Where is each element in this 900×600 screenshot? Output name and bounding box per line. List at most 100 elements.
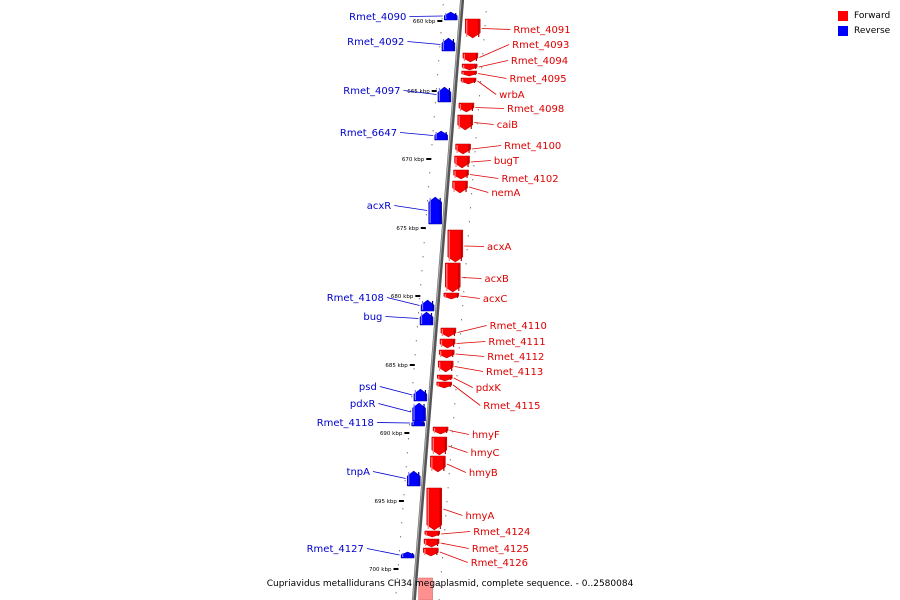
guide-dot: [397, 564, 399, 566]
gene-label-Rmet_4093[interactable]: Rmet_4093: [512, 40, 569, 51]
gene-label-Rmet_4095[interactable]: Rmet_4095: [509, 74, 566, 85]
gene-label-Rmet_4097[interactable]: Rmet_4097: [343, 86, 400, 97]
guide-dot: [446, 501, 448, 503]
gene-Rmet_4113[interactable]: [437, 360, 454, 373]
gene-label-pdxR[interactable]: pdxR: [350, 399, 376, 410]
gene-acxR[interactable]: [428, 196, 442, 225]
gene-label-tnpA[interactable]: tnpA: [347, 467, 371, 478]
guide-dot: [455, 389, 457, 391]
gene-Rmet_4127[interactable]: [400, 551, 415, 559]
guide-dot: [416, 326, 418, 328]
gene-Rmet_4118[interactable]: [411, 419, 425, 427]
gene-Rmet_4126[interactable]: [423, 547, 439, 557]
gene-label-acxB[interactable]: acxB: [484, 274, 509, 285]
gene-label-acxR[interactable]: acxR: [367, 201, 392, 212]
gene-label-hmyC[interactable]: hmyC: [471, 448, 500, 459]
gene-Rmet_4115[interactable]: [436, 381, 452, 389]
gene-bugT[interactable]: [454, 155, 470, 169]
gene-label-hmyA[interactable]: hmyA: [465, 511, 494, 522]
gene-label-nemA[interactable]: nemA: [491, 188, 520, 199]
gene-Rmet_4124[interactable]: [424, 530, 441, 538]
gene-psd[interactable]: [413, 388, 428, 402]
gene-label-Rmet_4100[interactable]: Rmet_4100: [504, 141, 561, 152]
gene-label-wrbA[interactable]: wrbA: [499, 90, 525, 101]
label-leader: [407, 41, 441, 45]
gene-partial[interactable]: [418, 577, 433, 600]
gene-hmyF[interactable]: [432, 426, 449, 435]
gene-Rmet_4092[interactable]: [441, 37, 456, 52]
gene-Rmet_4095[interactable]: [461, 70, 477, 77]
gene-bug[interactable]: [419, 311, 434, 326]
gene-Rmet_4110[interactable]: [440, 327, 457, 338]
gene-label-psd[interactable]: psd: [359, 382, 377, 393]
gene-label-Rmet_4126[interactable]: Rmet_4126: [471, 558, 528, 569]
gene-label-Rmet_4124[interactable]: Rmet_4124: [473, 527, 530, 538]
guide-dot: [396, 578, 398, 580]
gene-label-Rmet_4094[interactable]: Rmet_4094: [511, 56, 568, 67]
gene-label-Rmet_4111[interactable]: Rmet_4111: [488, 337, 545, 348]
gene-Rmet_4108[interactable]: [420, 299, 435, 312]
gene-hmyB[interactable]: [430, 455, 446, 473]
gene-label-hmyB[interactable]: hmyB: [469, 468, 498, 479]
gene-label-Rmet_4113[interactable]: Rmet_4113: [486, 367, 543, 378]
gene-label-hmyF[interactable]: hmyF: [472, 430, 500, 441]
label-leader: [378, 403, 412, 413]
guide-dot: [418, 312, 420, 314]
gene-pdxK[interactable]: [437, 374, 453, 382]
gene-Rmet_4100[interactable]: [455, 143, 471, 155]
gene-Rmet_4094[interactable]: [461, 63, 478, 71]
tick-label: 700 kbp: [369, 567, 392, 573]
gene-label-acxA[interactable]: acxA: [487, 242, 512, 253]
gene-label-Rmet_4125[interactable]: Rmet_4125: [472, 544, 529, 555]
gene-Rmet_4091[interactable]: [464, 18, 481, 39]
gene-acxC[interactable]: [443, 292, 460, 300]
guide-dot: [448, 473, 450, 475]
label-leader: [478, 73, 507, 79]
gene-label-bugT[interactable]: bugT: [494, 156, 520, 167]
gene-acxA[interactable]: [447, 229, 464, 263]
gene-nemA[interactable]: [452, 180, 468, 194]
gene-label-bug[interactable]: bug: [363, 312, 382, 323]
gene-Rmet_4112[interactable]: [438, 349, 455, 359]
gene-label-Rmet_4127[interactable]: Rmet_4127: [307, 544, 364, 555]
gene-pdxR[interactable]: [412, 402, 426, 422]
label-leader: [385, 316, 419, 319]
guide-dot: [485, 11, 487, 13]
tick-mark: [437, 20, 443, 22]
gene-Rmet_4125[interactable]: [423, 538, 440, 548]
guide-dot: [429, 172, 431, 174]
gene-label-Rmet_4112[interactable]: Rmet_4112: [487, 352, 544, 363]
guide-dot: [440, 571, 442, 573]
gene-Rmet_4093[interactable]: [462, 52, 479, 63]
guide-dot: [437, 74, 439, 76]
gene-label-acxC[interactable]: acxC: [483, 294, 508, 305]
gene-caiB[interactable]: [457, 114, 473, 131]
tick-mark: [404, 432, 410, 434]
gene-label-Rmet_4098[interactable]: Rmet_4098: [507, 104, 564, 115]
label-leader: [440, 542, 469, 549]
label-leader: [471, 160, 491, 163]
gene-label-Rmet_4102[interactable]: Rmet_4102: [501, 174, 558, 185]
gene-Rmet_4102[interactable]: [453, 169, 469, 180]
gene-label-Rmet_4091[interactable]: Rmet_4091: [513, 25, 570, 36]
gene-label-Rmet_4092[interactable]: Rmet_4092: [347, 37, 404, 48]
gene-label-caiB[interactable]: caiB: [497, 120, 518, 131]
gene-label-Rmet_4090[interactable]: Rmet_4090: [349, 12, 406, 23]
gene-label-Rmet_4118[interactable]: Rmet_4118: [317, 418, 374, 429]
gene-label-Rmet_6647[interactable]: Rmet_6647: [340, 128, 397, 139]
gene-Rmet_4097[interactable]: [437, 86, 452, 103]
gene-label-Rmet_4110[interactable]: Rmet_4110: [490, 321, 547, 332]
gene-Rmet_4098[interactable]: [458, 102, 475, 113]
gene-label-Rmet_4108[interactable]: Rmet_4108: [327, 293, 384, 304]
gene-label-Rmet_4115[interactable]: Rmet_4115: [483, 401, 540, 412]
gene-label-pdxK[interactable]: pdxK: [476, 383, 502, 394]
gene-hmyC[interactable]: [431, 436, 448, 456]
guide-dot: [449, 459, 451, 461]
gene-Rmet_6647[interactable]: [434, 130, 448, 141]
gene-acxB[interactable]: [445, 262, 461, 293]
gene-hmyA[interactable]: [426, 487, 443, 531]
gene-Rmet_4111[interactable]: [439, 338, 456, 349]
gene-tnpA[interactable]: [406, 470, 421, 487]
gene-wrbA[interactable]: [460, 77, 477, 85]
gene-Rmet_4090[interactable]: [443, 11, 458, 21]
